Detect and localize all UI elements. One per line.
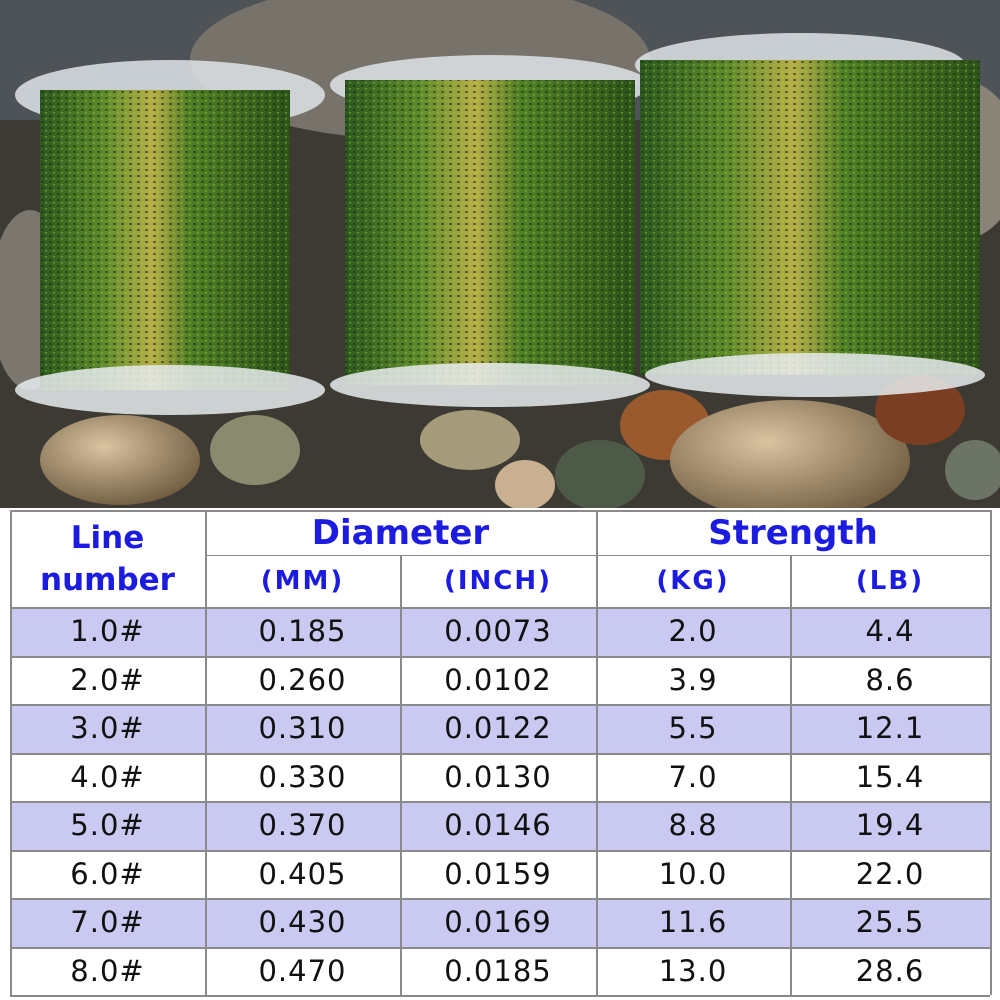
table-cell: 0.0073 bbox=[444, 614, 552, 649]
row-band bbox=[10, 704, 990, 753]
table-cell: 6.0# bbox=[70, 856, 145, 891]
table-cell: 2.0# bbox=[70, 662, 145, 697]
table-cell: 19.4 bbox=[855, 808, 925, 843]
table-cell: 15.4 bbox=[855, 759, 925, 794]
grid-line bbox=[10, 752, 990, 755]
grid-line bbox=[10, 704, 990, 706]
table-cell: 0.0102 bbox=[444, 662, 552, 697]
table-cell: 0.0159 bbox=[444, 856, 552, 891]
table-cell: 28.6 bbox=[855, 953, 925, 988]
grid-line bbox=[10, 655, 990, 658]
header-diameter: Diameter bbox=[311, 512, 490, 553]
table-cell: 12.1 bbox=[855, 711, 925, 746]
table-cell: 5.0# bbox=[70, 808, 145, 843]
header-unit: (KG) bbox=[656, 566, 730, 596]
spool-middle bbox=[330, 55, 650, 407]
table-cell: 25.5 bbox=[855, 905, 925, 940]
grid-line bbox=[10, 946, 990, 949]
grid-line bbox=[400, 555, 402, 995]
table-cell: 13.0 bbox=[658, 953, 728, 988]
table-cell: 0.260 bbox=[258, 662, 347, 697]
table-cell: 0.185 bbox=[258, 614, 347, 649]
table-cell: 11.6 bbox=[658, 905, 728, 940]
table-cell: 7.0# bbox=[70, 905, 145, 940]
table-cell: 22.0 bbox=[855, 856, 925, 891]
table-cell: 0.0169 bbox=[444, 905, 552, 940]
header-unit: (MM) bbox=[260, 566, 345, 596]
grid-line bbox=[990, 510, 992, 995]
row-band bbox=[10, 898, 990, 947]
table-cell: 3.9 bbox=[668, 662, 718, 697]
table-cell: 8.0# bbox=[70, 953, 145, 988]
table-cell: 0.470 bbox=[258, 953, 347, 988]
row-band bbox=[10, 607, 990, 656]
row-band bbox=[10, 801, 990, 850]
product-photo bbox=[0, 0, 1000, 508]
table-cell: 8.6 bbox=[865, 662, 915, 697]
table-cell: 3.0# bbox=[70, 711, 145, 746]
table-cell: 0.405 bbox=[258, 856, 347, 891]
header-strength: Strength bbox=[708, 512, 878, 553]
spool-right bbox=[635, 33, 985, 397]
grid-line bbox=[10, 607, 990, 609]
spec-table: Line number Diameter Strength (MM) (INCH) (KG… bbox=[0, 508, 1000, 1000]
header-line-number: Line number bbox=[40, 519, 175, 598]
grid-line bbox=[10, 995, 990, 997]
table-cell: 0.0185 bbox=[444, 953, 552, 988]
table-cell: 0.0130 bbox=[444, 759, 552, 794]
grid-line bbox=[10, 898, 990, 900]
table-cell: 0.370 bbox=[258, 808, 347, 843]
table-cell: 8.8 bbox=[668, 808, 718, 843]
table-cell: 4.4 bbox=[865, 614, 915, 649]
table-cell: 0.310 bbox=[258, 711, 347, 746]
header-unit: (INCH) bbox=[443, 566, 553, 596]
table-cell: 5.5 bbox=[668, 711, 718, 746]
grid-line bbox=[10, 849, 990, 852]
table-cell: 0.0122 bbox=[444, 711, 552, 746]
spool-left bbox=[15, 60, 325, 415]
grid-line bbox=[10, 801, 990, 803]
table-cell: 0.0146 bbox=[444, 808, 552, 843]
table-cell: 0.330 bbox=[258, 759, 347, 794]
header-unit: (LB) bbox=[855, 566, 925, 596]
grid-line bbox=[205, 555, 990, 556]
table-cell: 0.430 bbox=[258, 905, 347, 940]
table-cell: 1.0# bbox=[70, 614, 145, 649]
grid-line bbox=[790, 555, 792, 995]
table-cell: 2.0 bbox=[668, 614, 718, 649]
grid-line bbox=[10, 510, 990, 512]
table-cell: 7.0 bbox=[668, 759, 718, 794]
table-cell: 4.0# bbox=[70, 759, 145, 794]
table-cell: 10.0 bbox=[658, 856, 728, 891]
